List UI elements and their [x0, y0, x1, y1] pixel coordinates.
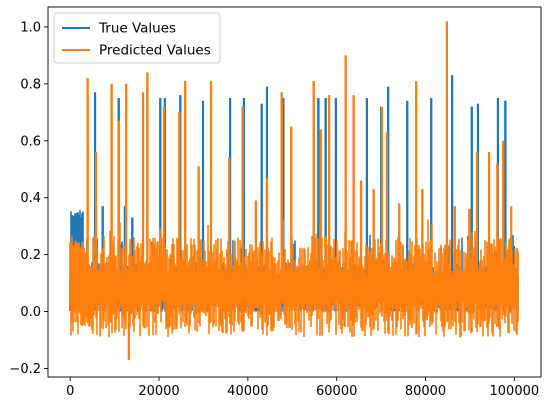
y-axis: −0.2 0.0 0.2 0.4 0.6 0.8 1.0 [9, 20, 48, 377]
y-tick-label: −0.2 [9, 362, 41, 377]
x-tick-label: 20000 [138, 384, 179, 399]
x-tick-label: 40000 [227, 384, 268, 399]
y-tick-label: 0.8 [20, 77, 41, 92]
series-layer [69, 21, 519, 360]
x-tick-label: 80000 [405, 384, 446, 399]
legend: True Values Predicted Values [53, 12, 221, 64]
x-tick-label: 100000 [490, 384, 540, 399]
y-tick-label: 0.4 [20, 191, 41, 206]
x-tick-label: 0 [66, 384, 74, 399]
legend-box [53, 12, 221, 64]
x-tick-label: 60000 [316, 384, 357, 399]
plot-frame [47, 6, 542, 378]
y-tick-label: 0.6 [20, 134, 41, 149]
x-axis: 0 20000 40000 60000 80000 100000 [66, 377, 539, 399]
y-tick-label: 0.2 [20, 248, 41, 263]
y-tick-label: 1.0 [20, 20, 41, 35]
legend-label-true-values: True Values [98, 21, 176, 37]
y-tick-label: 0.0 [20, 305, 41, 320]
legend-label-predicted-values: Predicted Values [99, 43, 211, 59]
